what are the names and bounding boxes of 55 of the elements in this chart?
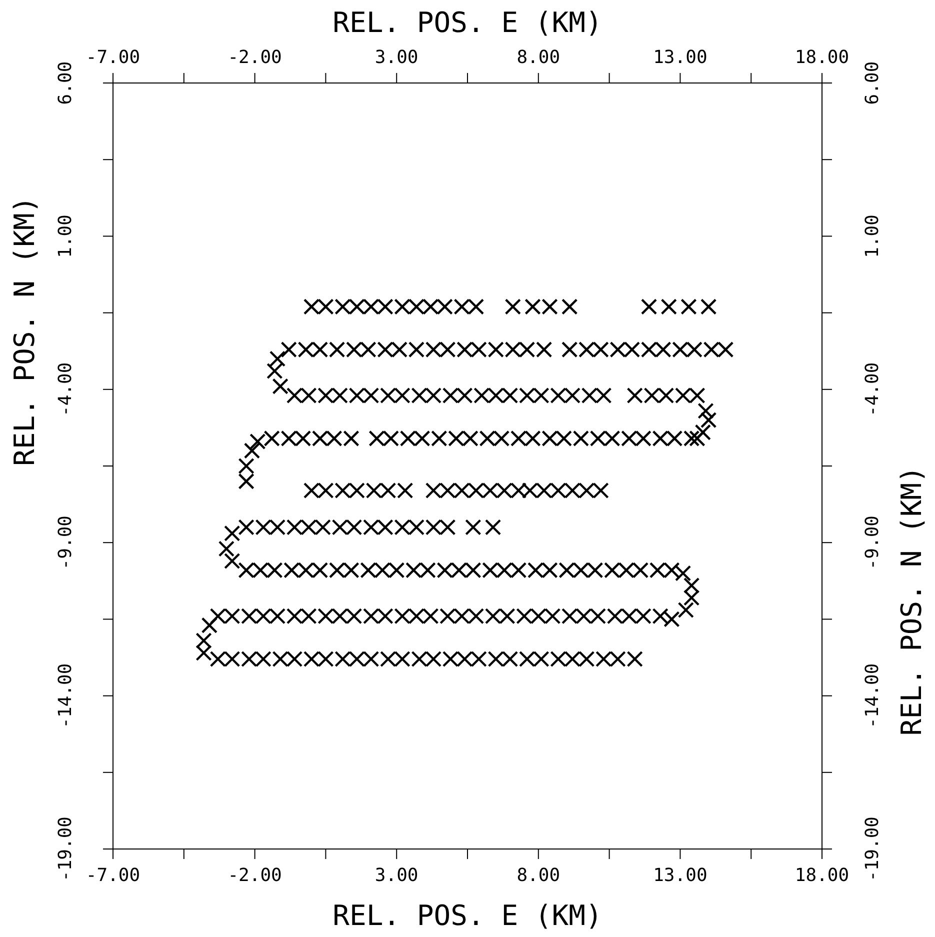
point [504,298,521,315]
y-tick-label: -9.00 [55,516,76,570]
y2-tick-label: -14.00 [862,663,883,728]
point [224,552,240,570]
point [238,458,254,474]
point [266,362,283,380]
point [224,525,240,542]
point [683,577,700,594]
point [689,430,706,447]
point [683,590,700,606]
point [272,378,288,394]
point [244,442,260,459]
x2-axis-title: REL. POS. E (KM) [332,6,602,39]
y2-tick-label: -4.00 [862,362,883,416]
y-tick-label: -14.00 [55,663,76,728]
x2-tick-label: 3.00 [374,865,418,886]
y2-tick-label: -19.00 [862,816,883,882]
x2-tick-label: -2.00 [228,865,282,886]
point [678,602,694,618]
point [238,473,254,490]
point [218,540,235,557]
y2-tick-label: -9.00 [862,516,883,570]
x-tick-label: -7.00 [86,47,140,68]
y2-tick-label: 1.00 [862,214,883,258]
x-tick-label: 18.00 [794,47,850,68]
x-tick-label: 3.00 [374,47,418,68]
y-tick-label: -19.00 [55,816,76,882]
x-tick-label: -2.00 [228,47,282,68]
x2-tick-label: 8.00 [516,865,560,886]
x2-tick-label: -7.00 [86,865,140,886]
point [694,424,711,440]
point [196,644,212,662]
point [640,298,658,315]
point [269,350,286,367]
point [465,519,482,536]
y2-axis-title: REL. POS. N (KM) [894,466,928,736]
x-axis-title: REL. POS. E (KM) [332,899,602,932]
point [700,412,717,428]
point [561,298,578,315]
point [201,617,218,634]
x-tick-label: 8.00 [516,47,560,68]
x2-tick-label: 13.00 [653,865,708,886]
point [484,519,502,536]
y-tick-label: -4.00 [55,362,76,416]
point [196,632,212,649]
point [680,298,697,315]
point [660,298,677,315]
y-tick-label: 6.00 [55,61,76,105]
point [698,402,714,419]
y-axis-title: REL. POS. N (KM) [8,196,41,466]
x-tick-label: 13.00 [653,47,708,68]
x2-tick-label: 18.00 [794,865,850,886]
y-tick-label: 1.00 [55,214,76,258]
point [700,298,717,315]
y2-tick-label: 6.00 [862,61,883,105]
